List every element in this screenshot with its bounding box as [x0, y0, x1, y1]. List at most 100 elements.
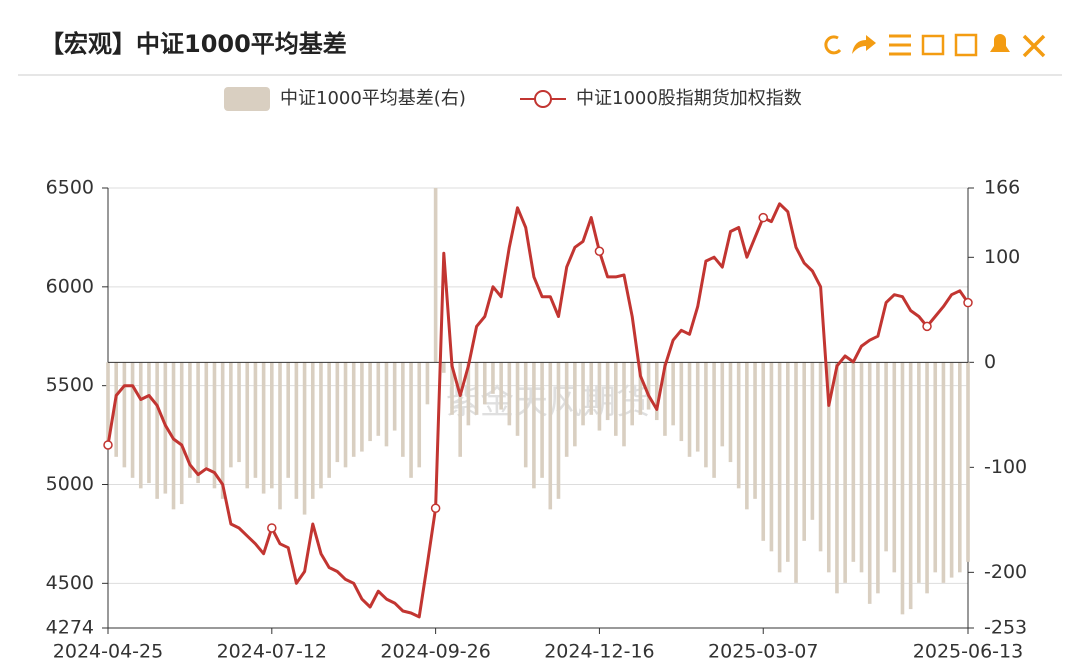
bar	[179, 362, 184, 505]
list-icon[interactable]	[889, 34, 911, 56]
bar	[638, 362, 643, 415]
bar	[614, 362, 618, 436]
bar	[573, 362, 577, 447]
bar	[425, 362, 430, 405]
bar	[646, 362, 651, 410]
bar	[147, 362, 151, 484]
line-marker	[963, 297, 973, 308]
bar	[654, 362, 659, 421]
bar	[261, 362, 266, 494]
share-icon[interactable]	[852, 35, 876, 54]
bar	[753, 362, 757, 499]
y2-tick-label: 100	[984, 246, 1020, 268]
bar	[188, 362, 192, 478]
bar	[392, 362, 397, 431]
bar	[360, 362, 364, 452]
bar	[769, 362, 774, 552]
bar	[745, 362, 749, 510]
bar	[409, 362, 413, 478]
bar	[212, 362, 217, 489]
bar	[237, 362, 241, 463]
legend-label: 中证1000股指期货加权指数	[576, 88, 802, 109]
y-tick-label: 5000	[46, 473, 94, 495]
bar	[597, 362, 602, 431]
bar	[442, 362, 446, 373]
bar	[843, 362, 847, 583]
bar	[663, 362, 667, 436]
y-tick-label: 5500	[46, 374, 94, 396]
bar	[278, 362, 282, 510]
bar	[949, 362, 954, 578]
bar	[630, 362, 634, 426]
x-tick-label: 2024-04-25	[53, 641, 163, 663]
bar	[794, 362, 798, 583]
x-tick-label: 2025-03-07	[708, 641, 818, 663]
bar	[138, 362, 143, 489]
toolbar[interactable]	[824, 33, 1046, 58]
bar	[548, 362, 553, 510]
line-marker	[922, 321, 932, 332]
line-marker	[267, 523, 277, 533]
bar	[204, 362, 209, 468]
bar	[319, 362, 323, 489]
bar	[859, 362, 864, 573]
bar	[351, 362, 356, 457]
bar	[900, 362, 905, 615]
bar	[122, 362, 127, 468]
bar	[687, 362, 692, 457]
line-marker	[103, 440, 113, 450]
y-tick-label: 4274	[46, 617, 94, 639]
bar	[130, 362, 135, 478]
bar	[507, 362, 512, 426]
bar	[892, 362, 897, 573]
bar	[450, 362, 454, 415]
bar	[417, 362, 422, 468]
legend-swatch	[224, 87, 270, 111]
bar	[458, 362, 462, 457]
bar	[704, 362, 708, 468]
bar	[155, 362, 159, 499]
y-tick-label: 6000	[46, 275, 94, 297]
bar	[491, 362, 495, 394]
bar	[433, 188, 438, 363]
line	[106, 202, 970, 619]
bar	[253, 362, 258, 478]
legend-marker	[534, 90, 552, 108]
bar	[925, 362, 929, 594]
bar	[851, 362, 856, 562]
bar	[220, 362, 225, 499]
chart-title: 【宏观】中证1000平均基差	[40, 30, 347, 58]
bar	[589, 362, 594, 415]
bar	[376, 362, 381, 436]
bar	[810, 362, 815, 520]
bar	[728, 362, 733, 463]
image-icon[interactable]	[954, 33, 978, 57]
bar	[564, 362, 569, 457]
bar	[802, 362, 806, 541]
bar	[933, 362, 938, 573]
x-tick-label: 2024-09-26	[380, 641, 490, 663]
bar	[786, 362, 790, 562]
refresh-icon[interactable]	[824, 35, 842, 55]
bell-icon[interactable]	[990, 34, 1010, 52]
line-marker	[430, 503, 441, 513]
fullscreen-icon[interactable]	[1022, 34, 1046, 58]
bar	[695, 362, 700, 452]
bar	[310, 362, 315, 499]
table-icon[interactable]	[921, 34, 945, 56]
bar	[761, 362, 766, 541]
y2-tick-label: -100	[984, 456, 1027, 478]
bar	[270, 362, 274, 489]
y2-tick-label: -253	[984, 617, 1027, 639]
bar	[908, 362, 913, 610]
bar	[966, 362, 970, 562]
bar	[114, 362, 118, 457]
bar	[466, 362, 471, 426]
bar	[884, 362, 888, 552]
bar	[826, 362, 831, 573]
bar	[171, 362, 176, 510]
bar	[679, 362, 684, 442]
bar	[671, 362, 675, 426]
y-tick-label: 4500	[46, 572, 94, 594]
